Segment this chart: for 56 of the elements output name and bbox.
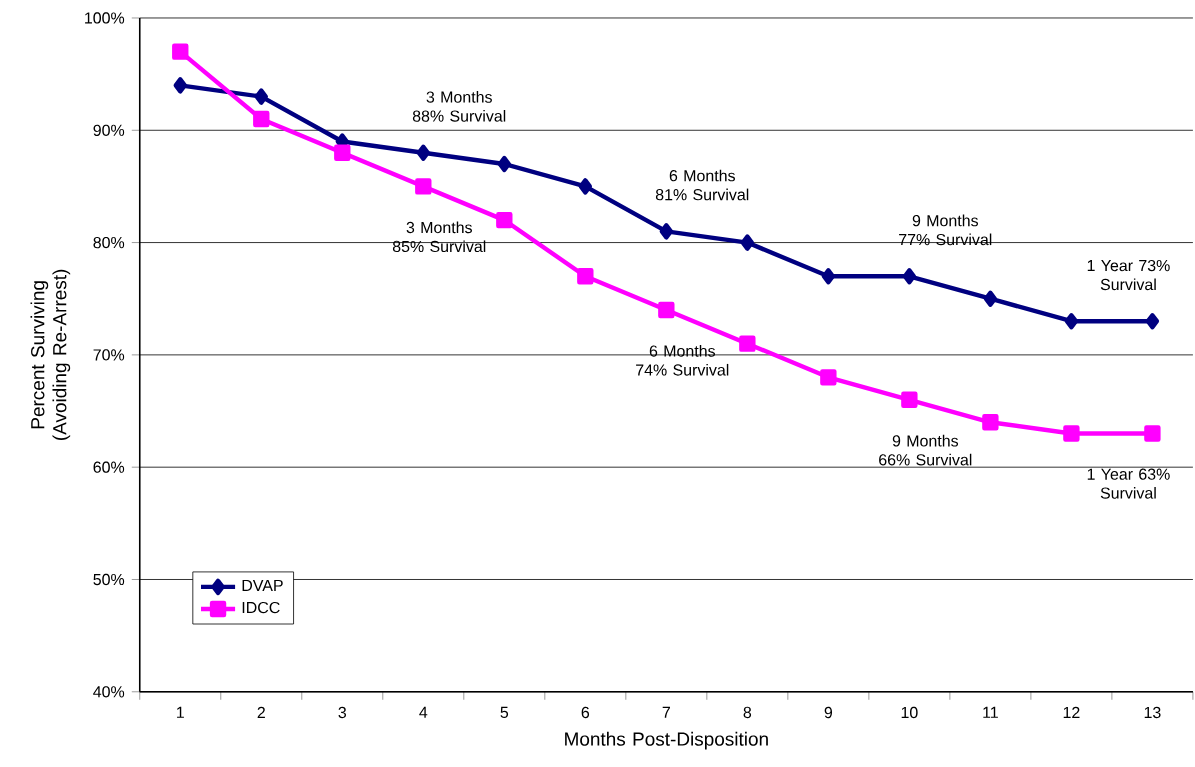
annotation: 9 Months 66% Survival <box>879 434 972 466</box>
legend-label: IDCC <box>242 602 280 614</box>
point <box>983 290 998 308</box>
y-tick-label: 70% <box>93 349 125 361</box>
point <box>496 212 513 229</box>
x-tick-label: 12 <box>1063 707 1080 719</box>
point <box>982 414 999 431</box>
point <box>253 111 270 128</box>
point <box>739 335 756 353</box>
x-tick-label: 2 <box>257 707 265 719</box>
point <box>172 43 189 61</box>
point <box>1064 313 1079 330</box>
x-tick-label: 4 <box>419 707 428 718</box>
annotation: 1 Year 73% Survival <box>1087 260 1170 291</box>
annotation: 6 Months 74% Survival <box>636 345 729 376</box>
point <box>577 268 594 285</box>
x-tick-label: 7 <box>662 707 670 718</box>
x-tick-label: 10 <box>901 707 918 719</box>
annotation: 3 Months 85% Survival <box>392 221 486 253</box>
annotation: 1 Year 63% Survival <box>1087 468 1170 499</box>
annotation: 3 Months 88% Survival <box>412 91 506 122</box>
point <box>578 178 593 195</box>
point <box>173 77 187 94</box>
y-tick-label: 90% <box>93 124 125 137</box>
y-tick-label: 100% <box>85 12 125 24</box>
x-tick-label: 9 <box>824 707 833 719</box>
point <box>902 268 917 285</box>
point <box>659 223 674 240</box>
y-tick-label: 50% <box>93 574 125 586</box>
point <box>1145 313 1160 330</box>
y-tick-label: 60% <box>93 461 125 474</box>
x-tick-label: 1 <box>177 707 184 718</box>
point <box>820 369 837 386</box>
x-tick-label: 3 <box>338 707 347 719</box>
legend-label: DVAP <box>242 580 283 592</box>
point <box>1063 425 1080 442</box>
annotation: 6 Months 81% Survival <box>655 169 749 201</box>
point <box>901 391 918 409</box>
point <box>821 268 836 285</box>
point <box>497 155 511 173</box>
point <box>254 88 268 105</box>
x-tick-label: 13 <box>1144 707 1161 719</box>
y-tick-label: 40% <box>93 686 125 698</box>
point <box>334 144 351 162</box>
point <box>416 144 430 162</box>
point <box>415 178 432 195</box>
point <box>658 301 675 319</box>
x-tick-label: 11 <box>983 707 998 718</box>
x-axis-title: Months Post-Disposition <box>565 732 768 750</box>
x-tick-label: 6 <box>581 707 590 719</box>
point <box>1144 425 1161 442</box>
point <box>740 234 755 251</box>
y-tick-label: 80% <box>93 237 125 249</box>
y-axis-title: Percent Surviving (Avoiding Re-Arrest) <box>30 270 71 441</box>
x-tick-label: 5 <box>500 707 509 719</box>
x-tick-label: 8 <box>743 707 752 719</box>
